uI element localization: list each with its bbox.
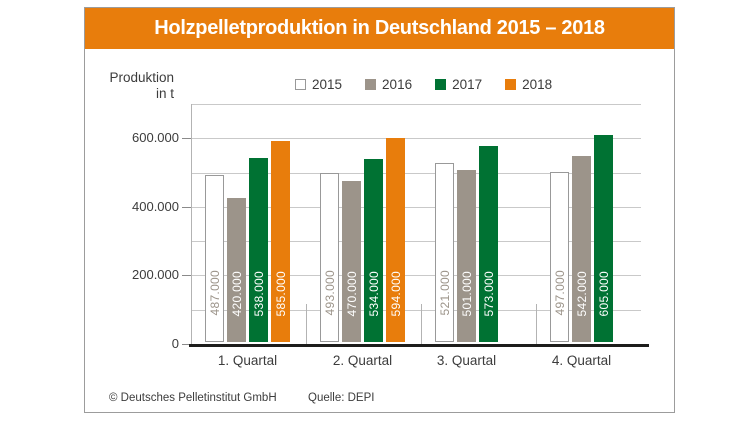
- bar-2017-q4: 605.000: [594, 135, 613, 342]
- legend-swatch-2016: [365, 79, 377, 90]
- y-tick-label: 0: [171, 336, 179, 351]
- bar-group-q1: 487.000 420.000 538.000 585.000: [205, 102, 290, 342]
- legend-label-2016: 2016: [382, 77, 413, 92]
- y-tick-mark: [182, 275, 191, 277]
- bar-2016-q2: 470.000: [342, 181, 361, 342]
- legend-swatch-2015: [295, 79, 306, 90]
- gridline: [191, 275, 641, 277]
- y-axis-title-line1: Produktion: [109, 70, 174, 85]
- y-tick-mark: [182, 206, 191, 208]
- bar-2015-q2: 493.000: [320, 173, 339, 342]
- chart-card: Holzpelletproduktion in Deutschland 2015…: [84, 7, 675, 413]
- bar-2015-q1: 487.000: [205, 175, 224, 342]
- gridline: [191, 309, 641, 311]
- bar-value-label: 542.000: [574, 270, 589, 316]
- legend-item-2018: 2018: [505, 77, 552, 92]
- chart-title: Holzpelletproduktion in Deutschland 2015…: [154, 17, 605, 39]
- bar-2016-q4: 542.000: [572, 156, 591, 342]
- legend-label-2018: 2018: [522, 77, 553, 92]
- bar-2018-q1: 585.000: [271, 141, 290, 342]
- plot-area: 0 200.000 400.000 600.000 487.000 420.000 538.…: [85, 8, 674, 412]
- title-banner: Holzpelletproduktion in Deutschland 2015…: [85, 8, 674, 49]
- bar-value-label: 493.000: [322, 269, 337, 315]
- gridline: [191, 241, 641, 243]
- y-tick-mark: [182, 138, 191, 140]
- bar-value-label: 605.000: [596, 270, 611, 316]
- bar-value-label: 534.000: [366, 270, 381, 316]
- bar-value-label: 497.000: [552, 269, 567, 315]
- legend: 2015 2016 2017 2018: [295, 77, 552, 92]
- category-tick: [306, 304, 307, 344]
- bar-value-label: 487.000: [207, 269, 222, 315]
- x-category-label-q3: 3. Quartal: [436, 353, 497, 368]
- y-tick-mark: [182, 344, 191, 345]
- bar-2015-q4: 497.000: [550, 172, 569, 342]
- footer-source: Quelle: DEPI: [308, 392, 375, 404]
- bar-2018-q2: 594.000: [386, 138, 405, 342]
- y-tick-label: 600.000: [132, 130, 179, 146]
- legend-label-2015: 2015: [312, 77, 343, 92]
- bar-value-label: 501.000: [459, 270, 474, 316]
- bar-value-label: 573.000: [481, 270, 496, 316]
- legend-swatch-2017: [435, 79, 447, 90]
- legend-swatch-2018: [505, 79, 517, 90]
- y-tick-label: 400.000: [132, 198, 179, 214]
- x-category-label-q4: 4. Quartal: [551, 353, 612, 368]
- bar-value-label: 470.000: [344, 270, 359, 316]
- bar-value-label: 538.000: [251, 270, 266, 316]
- gridline: [191, 138, 641, 140]
- category-tick: [421, 304, 422, 344]
- legend-item-2017: 2017: [435, 77, 482, 92]
- bar-value-label: 594.000: [388, 270, 403, 316]
- y-axis-line: [191, 104, 192, 344]
- y-axis-title-line2: in t: [155, 86, 174, 101]
- bar-2017-q1: 538.000: [249, 158, 268, 342]
- bar-group-q2: 493.000 470.000 534.000 594.000: [320, 102, 405, 342]
- bar-group-q3: 521.000 501.000 573.000: [435, 102, 498, 342]
- bar-value-label: 585.000: [273, 270, 288, 316]
- bar-2016-q1: 420.000: [227, 198, 246, 342]
- x-category-label-q2: 2. Quartal: [332, 353, 393, 368]
- x-axis-line: [189, 344, 649, 347]
- bar-2017-q3: 573.000: [479, 146, 498, 342]
- bar-2017-q2: 534.000: [364, 159, 383, 342]
- category-tick: [536, 304, 537, 344]
- bar-2016-q3: 501.000: [457, 170, 476, 342]
- legend-item-2015: 2015: [295, 77, 342, 92]
- bar-value-label: 420.000: [229, 270, 244, 316]
- bar-group-q4: 497.000 542.000 605.000: [550, 102, 613, 342]
- x-category-label-q1: 1. Quartal: [217, 353, 278, 368]
- y-tick-label: 200.000: [132, 267, 179, 283]
- bar-2015-q3: 521.000: [435, 163, 454, 342]
- bar-value-label: 521.000: [437, 269, 452, 315]
- footer-copyright: © Deutsches Pelletinstitut GmbH: [109, 392, 277, 404]
- legend-label-2017: 2017: [452, 77, 483, 92]
- y-axis-title: Produktion in t: [85, 70, 174, 102]
- gridline: [191, 104, 641, 105]
- gridline: [191, 172, 641, 174]
- legend-item-2016: 2016: [365, 77, 412, 92]
- gridline: [191, 206, 641, 208]
